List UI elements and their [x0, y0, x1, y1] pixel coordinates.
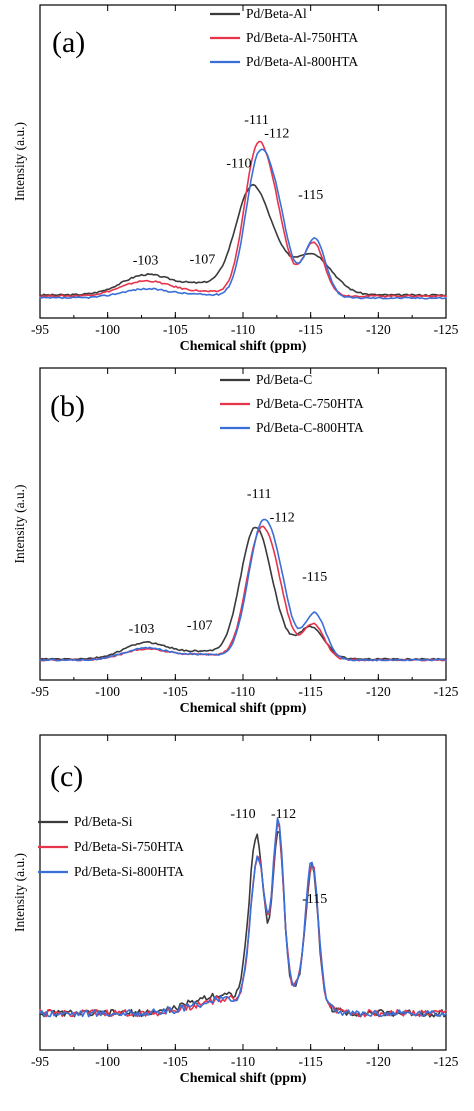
chart-panel-c: -95 -100 -105 -110 -115 -120 -125 Chemical shif… — [12, 734, 459, 1086]
y-axis-title: Intensity (a.u.) — [12, 853, 27, 932]
x-tick-label: -95 — [31, 684, 49, 699]
peak-annotation: -110 — [226, 156, 251, 171]
x-tick-label: -110 — [231, 322, 255, 337]
x-tick-label: -115 — [299, 322, 323, 337]
series-line-2 — [39, 518, 447, 662]
x-tick-label: -100 — [95, 322, 120, 337]
chart-panel-b: -95 -100 -105 -110 -115 -120 -125 Chemical shif… — [12, 367, 459, 716]
series-line-2 — [39, 148, 447, 300]
x-axis-title: Chemical shift (ppm) — [180, 339, 307, 354]
legend-entry: Pd/Beta-Si — [74, 814, 133, 829]
x-tick-label: -100 — [95, 1054, 120, 1069]
series-line-2 — [39, 817, 447, 1018]
x-tick-label: -125 — [434, 684, 459, 699]
legend-entry: Pd/Beta-Al — [246, 6, 307, 21]
peak-annotation: -107 — [187, 618, 213, 633]
x-tick-label: -120 — [366, 684, 391, 699]
peak-annotation: -115 — [302, 570, 327, 585]
x-tick-label: -95 — [31, 1054, 49, 1069]
x-tick-label: -120 — [366, 322, 391, 337]
peak-annotation: -112 — [264, 127, 289, 142]
legend-entry: Pd/Beta-Si-750HTA — [74, 839, 184, 854]
x-tick-label: -95 — [31, 322, 49, 337]
peak-annotation: -107 — [190, 252, 216, 267]
panel-label: (b) — [50, 390, 85, 423]
peak-annotation: -112 — [271, 807, 296, 822]
peak-annotation: -103 — [129, 622, 155, 637]
panel-label: (a) — [52, 26, 85, 59]
plot-frame — [39, 734, 447, 1051]
peak-annotation: -103 — [133, 253, 159, 268]
x-tick-label: -110 — [231, 684, 255, 699]
x-axis-title: Chemical shift (ppm) — [180, 1071, 307, 1086]
y-axis-title: Intensity (a.u.) — [12, 122, 27, 201]
series-line-1 — [39, 140, 447, 298]
x-tick-label: -125 — [434, 1054, 459, 1069]
peak-annotation: -111 — [247, 487, 272, 502]
x-tick-label: -115 — [299, 684, 323, 699]
peak-annotation: -111 — [244, 113, 269, 128]
x-tick-label: -105 — [163, 1054, 188, 1069]
x-tick-label: -105 — [163, 684, 188, 699]
x-tick-label: -115 — [299, 1054, 323, 1069]
legend-entry: Pd/Beta-Si-800HTA — [74, 864, 184, 879]
x-tick-label: -105 — [163, 322, 188, 337]
series-line-0 — [39, 526, 447, 661]
legend-entry: Pd/Beta-C — [256, 372, 312, 387]
chart-panel-a: -95 -100 -105 -110 -115 -120 -125 Chemical shif… — [12, 4, 459, 354]
x-tick-label: -125 — [434, 322, 459, 337]
series-line-1 — [39, 525, 447, 662]
peak-annotation: -115 — [302, 892, 327, 907]
legend-entry: Pd/Beta-Al-800HTA — [246, 54, 358, 69]
x-tick-label: -110 — [231, 1054, 255, 1069]
peak-annotation: -112 — [270, 510, 295, 525]
peak-annotation: -115 — [298, 188, 323, 203]
plot-frame — [39, 367, 447, 681]
y-axis-title: Intensity (a.u.) — [12, 484, 27, 563]
series-line-0 — [39, 831, 447, 1018]
legend-entry: Pd/Beta-Al-750HTA — [246, 30, 358, 45]
legend-entry: Pd/Beta-C-800HTA — [256, 420, 364, 435]
legend-entry: Pd/Beta-C-750HTA — [256, 396, 364, 411]
x-axis-title: Chemical shift (ppm) — [180, 701, 307, 716]
peak-annotation: -110 — [230, 807, 255, 822]
panel-label: (c) — [50, 760, 83, 793]
x-tick-label: -120 — [366, 1054, 391, 1069]
series-line-0 — [39, 183, 447, 297]
x-tick-label: -100 — [95, 684, 120, 699]
